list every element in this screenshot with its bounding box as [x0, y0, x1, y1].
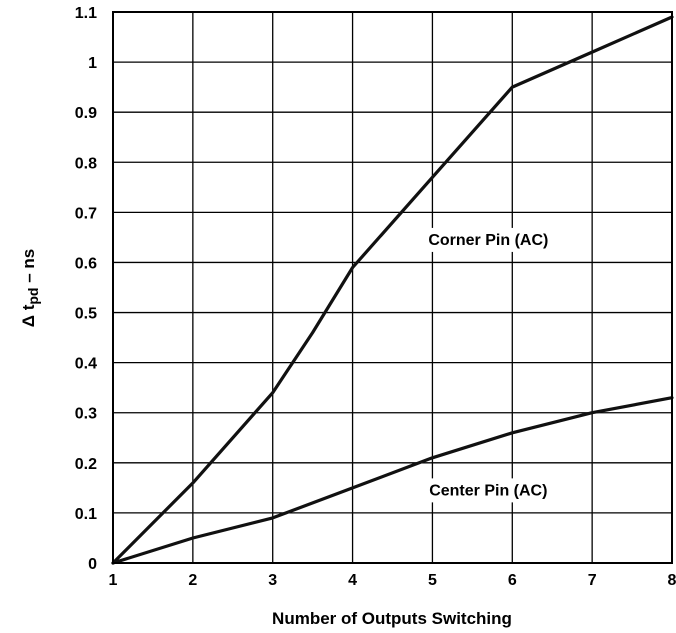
y-tick-label: 0.3 — [75, 406, 97, 423]
y-tick-label: 0.6 — [75, 255, 97, 272]
series-label-background — [410, 478, 567, 503]
series-label: Center Pin (AC) — [429, 482, 547, 499]
y-tick-label: 0.7 — [75, 205, 97, 222]
x-tick-label: 8 — [668, 572, 676, 589]
y-axis-ticks: 0 0.1 0.2 0.3 0.4 0.5 0.6 0.7 0.8 0.9 1 1.1 — [75, 5, 97, 573]
annotations: Corner Pin (AC) Center Pin (AC) — [410, 227, 567, 503]
y-tick-label: 0.9 — [75, 105, 97, 122]
y-tick-label: 0.4 — [75, 356, 97, 373]
x-axis-ticks: 1 2 3 4 5 6 7 8 — [109, 572, 676, 589]
y-tick-label: 1 — [88, 55, 97, 72]
y-tick-label: 0.1 — [75, 506, 97, 523]
x-tick-label: 7 — [588, 572, 597, 589]
series-line-corner-pin — [111, 15, 674, 565]
x-tick-label: 5 — [428, 572, 437, 589]
x-tick-label: 4 — [348, 572, 357, 589]
y-axis-title: Δ tpd – ns — [19, 249, 41, 327]
series-label-background — [410, 227, 567, 252]
x-tick-label: 6 — [508, 572, 517, 589]
series-label: Corner Pin (AC) — [428, 232, 548, 249]
y-tick-label: 0 — [88, 556, 97, 573]
x-tick-label: 3 — [268, 572, 277, 589]
y-tick-label: 0.2 — [75, 456, 97, 473]
series-line-center-pin — [111, 396, 674, 565]
x-axis-title: Number of Outputs Switching — [272, 609, 512, 628]
x-tick-label: 2 — [188, 572, 197, 589]
y-tick-label: 0.8 — [75, 155, 97, 172]
y-tick-label: 0.5 — [75, 306, 97, 323]
y-tick-label: 1.1 — [75, 5, 97, 22]
grid — [112, 11, 673, 564]
plot-frame — [112, 11, 673, 564]
x-tick-label: 1 — [109, 572, 118, 589]
series-layer — [111, 15, 674, 565]
